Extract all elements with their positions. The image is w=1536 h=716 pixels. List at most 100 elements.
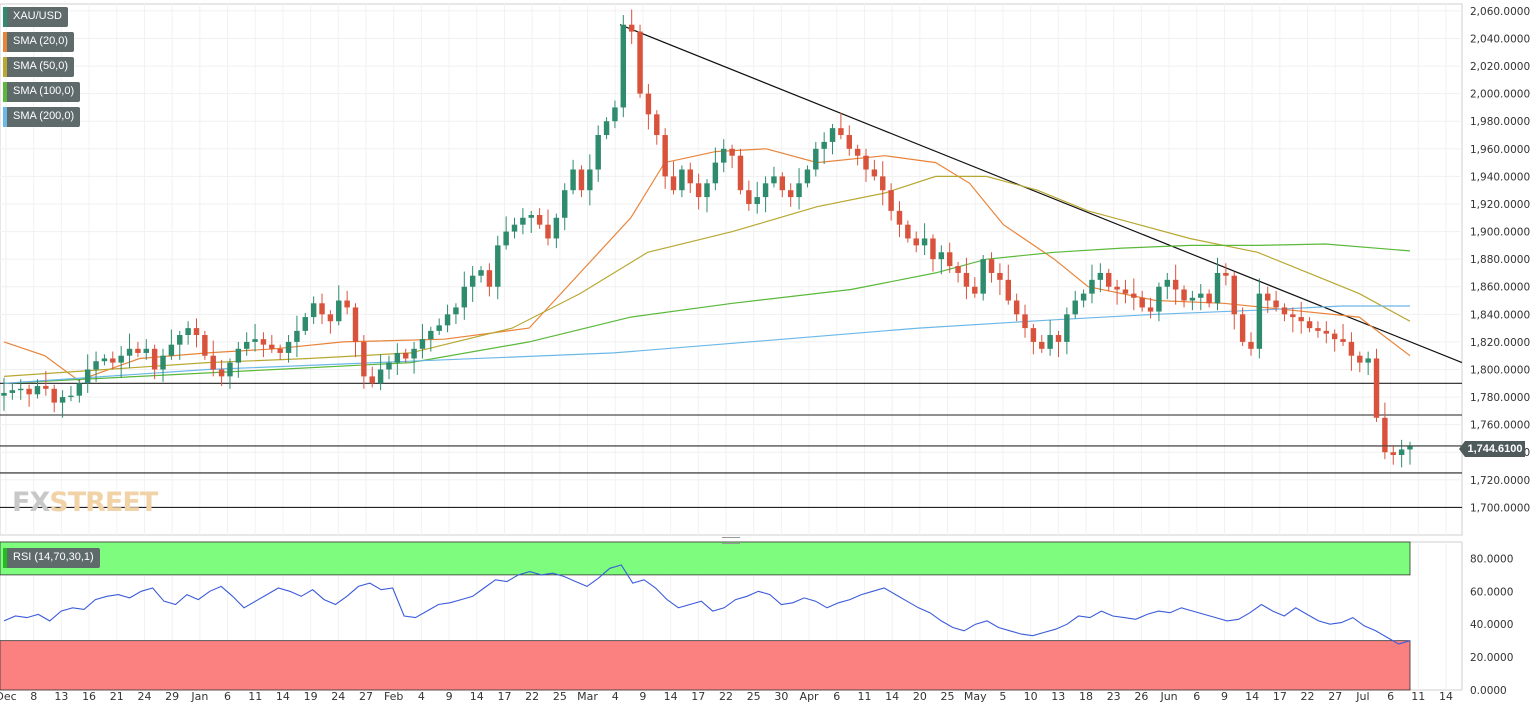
candle-body — [235, 348, 242, 363]
candle-body — [637, 31, 643, 94]
candle-body — [1089, 279, 1095, 294]
x-tick-label: 17 — [497, 690, 511, 703]
x-tick-label: 27 — [1328, 690, 1342, 703]
candle-body — [252, 339, 258, 342]
candle-body — [712, 162, 719, 184]
candle-body — [821, 141, 827, 149]
x-tick-label: 26 — [1134, 690, 1148, 703]
candle-body — [327, 314, 334, 322]
candle-body — [386, 362, 392, 370]
candle-body — [51, 388, 57, 403]
candle-body — [18, 388, 24, 391]
legend-label: SMA (20,0) — [13, 35, 69, 47]
candle-body — [1131, 293, 1137, 298]
legend-rsi[interactable]: RSI (14,70,30,1) — [3, 548, 100, 568]
pane-splitter-handle[interactable] — [722, 537, 740, 544]
candle-body — [721, 148, 727, 163]
legend-label: RSI (14,70,30,1) — [13, 551, 94, 563]
x-tick-label: 25 — [747, 690, 761, 703]
candle-body — [243, 341, 250, 349]
candle-body — [160, 355, 166, 370]
candle-body — [495, 245, 501, 287]
candle-body — [444, 314, 451, 326]
legend-sma-100[interactable]: SMA (100,0) — [3, 82, 81, 102]
candle-body — [469, 275, 476, 287]
legend-label: SMA (200,0) — [13, 110, 75, 122]
candle-body — [411, 348, 417, 359]
x-tick-label: 14 — [276, 690, 290, 703]
candle-body — [285, 341, 292, 353]
candle-body — [1022, 314, 1028, 329]
candle-body — [1080, 293, 1087, 301]
x-tick-label: 24 — [137, 690, 151, 703]
candle-body — [118, 355, 124, 363]
candle-body — [310, 303, 317, 318]
candle-body — [553, 217, 560, 239]
rsi-overbought-zone — [0, 541, 1411, 576]
candle-body — [1365, 358, 1371, 363]
x-tick-label: 17 — [691, 690, 705, 703]
candle-body — [126, 348, 133, 356]
swatch — [3, 7, 7, 27]
candle-body — [76, 383, 83, 396]
y-tick-label: 1,860.0000 — [1470, 282, 1530, 294]
candle-body — [846, 135, 852, 149]
candle-body — [1306, 321, 1313, 329]
candle-body — [269, 344, 275, 349]
y-tick-label: 1,920.0000 — [1470, 199, 1530, 211]
candle-body — [1281, 307, 1288, 315]
legend-sma-20[interactable]: SMA (20,0) — [3, 32, 75, 52]
candle-body — [1189, 297, 1196, 301]
candle-body — [1055, 335, 1062, 342]
x-tick-label: 6 — [1193, 690, 1200, 703]
swatch — [3, 548, 7, 568]
candle-body — [1156, 286, 1162, 312]
last-price-badge: 1,744.6100 — [1459, 441, 1525, 457]
x-tick-label: Jun — [1159, 690, 1177, 703]
x-tick-label: 27 — [359, 690, 373, 703]
x-tick-label: 16 — [82, 690, 96, 703]
candle-body — [1348, 341, 1355, 356]
candle-body — [779, 176, 786, 191]
candle-body — [511, 224, 518, 232]
candle-body — [59, 397, 66, 403]
candle-body — [762, 183, 769, 198]
candle-body — [478, 270, 484, 276]
x-tick-label: 17 — [1273, 690, 1287, 703]
candle-body — [1273, 300, 1279, 308]
candle-body — [227, 362, 233, 377]
x-tick-label: 19 — [304, 690, 318, 703]
candle-body — [829, 128, 836, 142]
candle-body — [1231, 275, 1237, 315]
x-tick-label: 22 — [525, 690, 539, 703]
candle-body — [177, 335, 183, 345]
x-tick-label: 25 — [553, 690, 567, 703]
candle-body — [486, 270, 493, 287]
candle-body — [110, 358, 116, 363]
y-tick-label: 2,040.0000 — [1470, 33, 1530, 45]
candle-body — [1214, 272, 1221, 304]
legend-sma-50[interactable]: SMA (50,0) — [3, 57, 75, 77]
candle-body — [1181, 289, 1187, 301]
x-tick-label: 10 — [1024, 690, 1038, 703]
y-tick-label: 1,900.0000 — [1470, 227, 1530, 239]
candle-body — [1323, 330, 1330, 334]
x-tick-label: Dec — [0, 690, 17, 703]
candle-body — [1013, 300, 1020, 315]
candle-body — [578, 169, 585, 191]
legend-instrument[interactable]: XAU/USD — [3, 7, 68, 27]
y-tick-label: 1,760.0000 — [1470, 420, 1530, 432]
indicator-legend: XAU/USD SMA (20,0) SMA (50,0) SMA (100,0… — [3, 7, 81, 132]
candle-body — [980, 259, 986, 294]
candle-body — [26, 388, 32, 395]
candle-body — [670, 176, 677, 191]
candle-body — [1198, 293, 1204, 298]
candle-body — [1290, 314, 1296, 318]
x-tick-label: 22 — [1301, 690, 1315, 703]
y-tick-label: 1,720.0000 — [1470, 475, 1530, 487]
legend-sma-200[interactable]: SMA (200,0) — [3, 107, 81, 127]
sma-line — [3, 175, 1411, 377]
candle-body — [294, 330, 300, 342]
candle-body — [838, 128, 844, 136]
